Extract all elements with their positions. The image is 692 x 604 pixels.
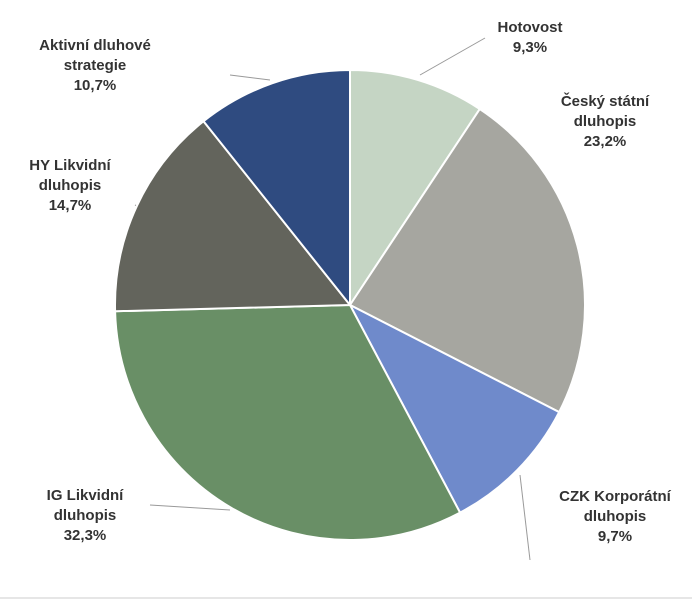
value-label: 10,7% [73, 77, 117, 94]
leader-line [149, 504, 231, 511]
category-label: Aktivní dluhové strategie [39, 37, 151, 74]
value-label: 9,3% [512, 39, 548, 56]
pie-slice [349, 68, 482, 309]
slice-label: HY Likvidní dluhopis 14,7% [15, 156, 125, 216]
value-label: 32,3% [63, 527, 107, 544]
pie-slice [348, 107, 586, 414]
slice-label: Český státní dluhopis 23,2% [548, 92, 663, 152]
leader-lines [134, 37, 531, 561]
leader-line [419, 37, 486, 76]
category-label: IG Likvidní dluhopis [46, 487, 124, 524]
slice-label: Aktivní dluhové strategie 10,7% [20, 36, 170, 96]
slice-label: Hotovost 9,3% [470, 18, 590, 58]
leader-line [229, 74, 271, 81]
slice-label: IG Likvidní dluhopis 32,3% [30, 486, 140, 546]
category-label: Český státní dluhopis [560, 93, 650, 130]
leader-line [519, 474, 531, 561]
category-label: HY Likvidní dluhopis [29, 157, 111, 194]
pie-slice [202, 68, 351, 308]
pie-slice [114, 303, 462, 541]
value-label: 9,7% [597, 528, 633, 545]
category-label: Hotovost [497, 19, 563, 36]
category-label: CZK Korporátní dluhopis [559, 488, 671, 525]
pie-slice [114, 119, 353, 313]
value-label: 23,2% [583, 133, 627, 150]
pie-slice [347, 302, 561, 514]
value-label: 14,7% [48, 197, 92, 214]
slice-label: CZK Korporátní dluhopis 9,7% [545, 487, 685, 547]
